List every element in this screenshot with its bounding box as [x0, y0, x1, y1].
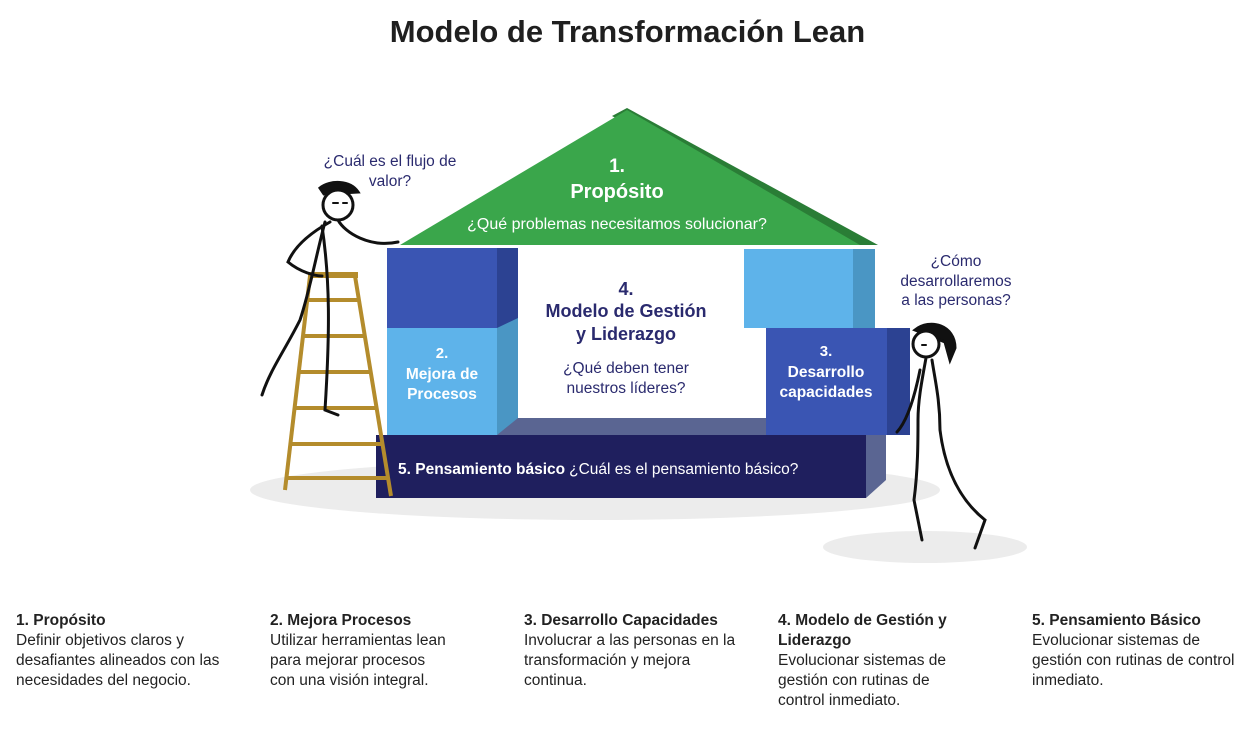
legend-description: Definir objetivos claros y desafiantes a… — [16, 632, 220, 689]
center-number: 4. — [618, 279, 633, 299]
left-speech-line1: ¿Cuál es el flujo de — [324, 153, 457, 170]
base-title: 5. Pensamiento básico — [398, 461, 565, 478]
legend-description: Involucrar a las personas en la transfor… — [524, 632, 736, 689]
roof-title: Propósito — [570, 181, 663, 203]
base-top-face — [497, 418, 766, 435]
left-block-line2: Procesos — [407, 386, 477, 403]
right-top-block — [744, 249, 853, 328]
legend-title: 4. Modelo de Gestión y Liderazgo — [778, 612, 947, 649]
roof — [400, 110, 860, 245]
right-block-line2: capacidades — [779, 384, 872, 401]
base-text: 5. Pensamiento básico ¿Cuál es el pensami… — [398, 461, 799, 478]
right-bottom-block-side — [887, 328, 910, 435]
legend-description: Evolucionar sistemas de gestión con ruti… — [778, 652, 946, 709]
base-right-face — [866, 435, 886, 498]
left-bottom-block-side — [497, 318, 518, 435]
left-block-line1: Mejora de — [406, 366, 479, 383]
center-title-line1: Modelo de Gestión — [545, 301, 706, 321]
center-title-line2: y Liderazgo — [576, 324, 676, 344]
roof-question: ¿Qué problemas necesitamos solucionar? — [467, 216, 767, 233]
left-top-block — [387, 248, 497, 328]
base-question: ¿Cuál es el pensamiento básico? — [569, 461, 799, 478]
legend-item-proposito: 1. Propósito Definir objetivos claros y … — [16, 611, 248, 691]
left-bottom-block — [387, 328, 497, 435]
legend-item-desarrollo-capacidades: 3. Desarrollo Capacidades Involucrar a l… — [524, 611, 749, 691]
legend-title: 2. Mejora Procesos — [270, 612, 412, 629]
right-bottom-block — [766, 328, 887, 435]
left-top-block-side — [497, 248, 518, 328]
legend-title: 3. Desarrollo Capacidades — [524, 612, 718, 629]
legend-item-pensamiento-basico: 5. Pensamiento Básico Evolucionar sistem… — [1032, 611, 1237, 691]
right-top-block-side — [853, 249, 875, 328]
right-block-number: 3. — [820, 343, 833, 360]
legend-item-mejora-procesos: 2. Mejora Procesos Utilizar herramientas… — [270, 611, 450, 691]
legend-item-modelo-gestion: 4. Modelo de Gestión y Liderazgo Evoluci… — [778, 611, 978, 711]
ladder-icon — [283, 272, 393, 497]
roof-number: 1. — [609, 156, 625, 177]
center-question-line1: ¿Qué deben tener — [563, 360, 689, 377]
right-speech-line1: ¿Cómo — [931, 253, 982, 270]
legend-title: 1. Propósito — [16, 612, 106, 629]
right-block-line1: Desarrollo — [788, 364, 865, 381]
legend-description: Utilizar herramientas lean para mejorar … — [270, 632, 446, 689]
right-speech-line3: a las personas? — [901, 292, 1011, 309]
worker-figure-icon — [260, 181, 400, 417]
base-block — [376, 435, 866, 498]
woman-figure-icon — [895, 322, 987, 550]
ground-shadow-right — [823, 531, 1027, 563]
left-block-number: 2. — [436, 345, 449, 362]
legend-title: 5. Pensamiento Básico — [1032, 612, 1201, 629]
page-title: Modelo de Transformación Lean — [389, 14, 866, 49]
left-speech-line2: valor? — [369, 173, 412, 190]
center-question-line2: nuestros líderes? — [567, 380, 686, 397]
legend-description: Evolucionar sistemas de gestión con ruti… — [1032, 632, 1235, 689]
right-speech-line2: desarrollaremos — [900, 273, 1011, 290]
